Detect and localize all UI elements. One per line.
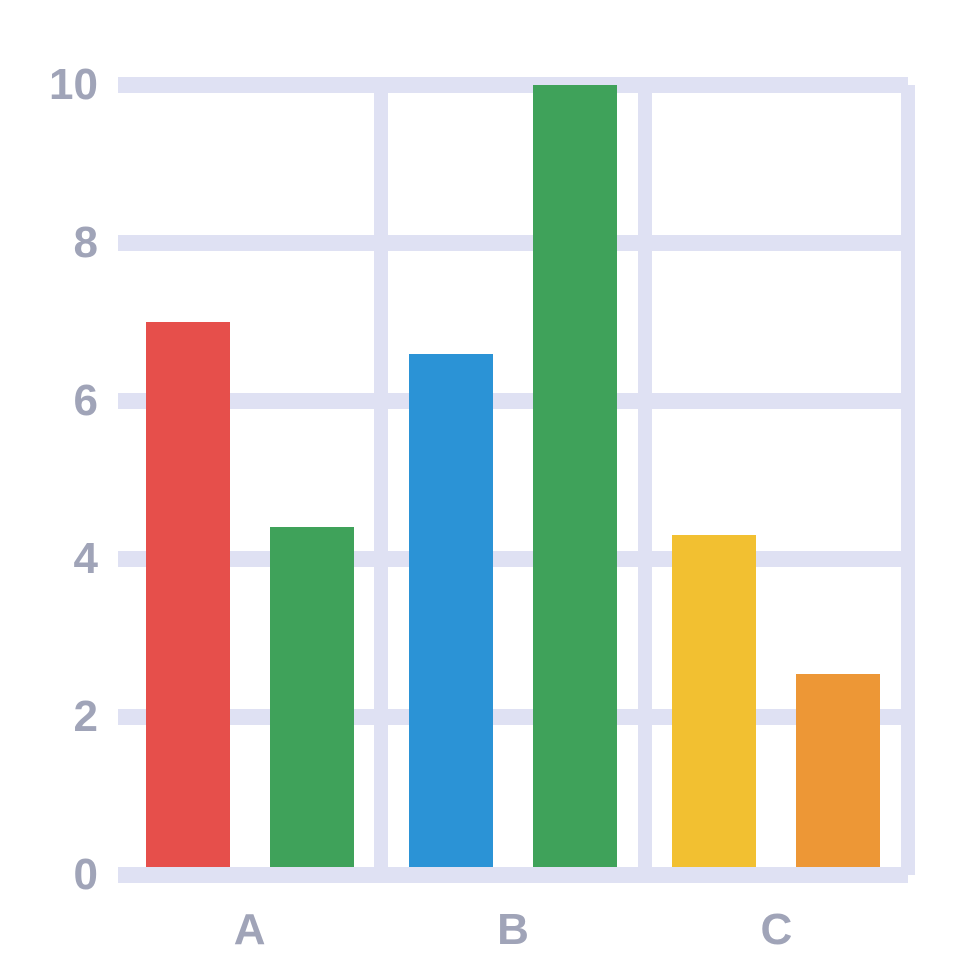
bar [533,85,617,867]
gridline-horizontal [118,393,908,409]
bar [146,322,230,867]
y-tick-label: 8 [0,218,98,268]
gridline-vertical [374,85,388,875]
gridline-vertical [901,85,915,875]
x-tick-label: B [497,905,529,955]
plot-area [118,85,908,875]
x-tick-label: C [760,905,792,955]
gridline-horizontal [118,867,908,883]
gridline-vertical [638,85,652,875]
gridline-horizontal [118,709,908,725]
x-tick-label: A [234,905,266,955]
y-tick-label: 10 [0,60,98,110]
gridline-horizontal [118,551,908,567]
y-tick-label: 2 [0,692,98,742]
y-tick-label: 4 [0,534,98,584]
gridline-horizontal [118,77,908,93]
bar [270,527,354,867]
bar [409,354,493,867]
y-tick-label: 0 [0,850,98,900]
y-tick-label: 6 [0,376,98,426]
bar [672,535,756,867]
bar-chart: 0 2 4 6 8 10 A B C [0,0,980,980]
gridline-horizontal [118,235,908,251]
bar [796,674,880,867]
